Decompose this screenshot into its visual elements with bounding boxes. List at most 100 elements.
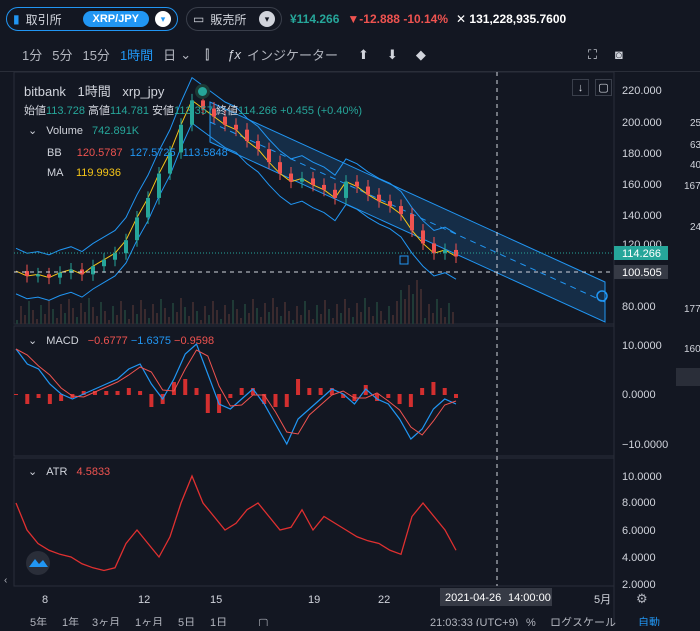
chart-area[interactable]: 220.000 200.000 180.000 160.000 140.000 … <box>0 71 700 629</box>
interval-day[interactable]: 日 <box>163 48 177 63</box>
candle-body <box>157 173 161 198</box>
volume-bar <box>48 300 50 324</box>
macd-axis[interactable]: 10.0000 0.0000 −10.0000 <box>622 340 668 451</box>
range-5y[interactable]: 5年 <box>30 615 47 629</box>
macd-histogram-bar <box>171 382 176 395</box>
function-icon[interactable]: ƒx <box>227 47 241 62</box>
volume-bar <box>272 298 274 324</box>
time-tick: 19 <box>308 594 320 606</box>
candlestick-icon[interactable]: ⫿ <box>205 46 210 62</box>
interval-1m[interactable]: 1分 <box>22 48 43 63</box>
interval-15m[interactable]: 15分 <box>82 48 110 63</box>
candle-body <box>256 141 260 150</box>
volume-bar <box>444 317 446 324</box>
ma-value: 119.9936 <box>75 167 122 179</box>
macd-legend[interactable]: ⌄ MACD −0.6777 −1.6375 −0.9598 <box>28 334 214 347</box>
fullscreen-icon[interactable]: ⛶ <box>587 46 597 62</box>
ohlc-change: +0.455 (+0.40%) <box>280 105 363 117</box>
price-axis[interactable]: 220.000 200.000 180.000 160.000 140.000 … <box>622 85 662 313</box>
camera-icon[interactable]: ◙ <box>614 47 623 62</box>
channel-handle-mid[interactable] <box>399 255 409 265</box>
upload-icon[interactable]: ⬆ <box>358 46 369 62</box>
volume-bar <box>40 305 42 324</box>
volume-bar <box>344 299 346 324</box>
bb-value-2: 127.5725 <box>129 147 176 159</box>
low-label: 安値 <box>152 105 175 117</box>
log-scale-toggle[interactable]: ログスケール <box>550 615 616 629</box>
volume-bar <box>232 300 234 324</box>
collapse-left-icon[interactable]: ‹ <box>4 575 7 586</box>
candle-body <box>278 162 282 174</box>
vendor-selector[interactable]: ▭ 販売所 ▾ <box>186 7 282 31</box>
atr-label: ATR <box>46 466 68 478</box>
open-label: 始値 <box>24 105 46 117</box>
time-tick: 22 <box>378 594 390 606</box>
crosshair-price-tag <box>614 265 668 279</box>
macd-histogram-bar <box>375 394 380 401</box>
macd-pane[interactable] <box>13 325 615 457</box>
volume-bar <box>340 313 342 324</box>
chart-svg[interactable]: 220.000 200.000 180.000 160.000 140.000 … <box>0 71 700 629</box>
chevron-down-icon[interactable]: ⌄ <box>28 335 38 347</box>
indicators-button[interactable]: インジケーター <box>247 48 339 63</box>
macd-histogram-bar <box>318 388 323 395</box>
atr-legend[interactable]: ⌄ ATR 4.5833 <box>28 465 110 478</box>
candle-body <box>179 124 183 153</box>
volume-bar <box>204 306 206 324</box>
eraser-icon[interactable]: ◆ <box>415 46 426 62</box>
calendar-icon[interactable]: ▢ <box>258 617 268 629</box>
range-1m[interactable]: 1ヶ月 <box>135 617 163 629</box>
range-1d[interactable]: 1日 <box>210 617 227 629</box>
price-pane[interactable] <box>13 71 615 325</box>
candle-body <box>366 186 370 195</box>
macd-tick: 0.0000 <box>622 389 656 401</box>
candle-body <box>91 266 95 275</box>
range-1y[interactable]: 1年 <box>62 615 79 629</box>
range-3m[interactable]: 3ヶ月 <box>92 617 120 629</box>
exchange-selector[interactable]: ▮ 取引所 XRP/JPY ▾ <box>6 7 178 31</box>
range-5d[interactable]: 5日 <box>178 617 195 629</box>
candle-body <box>168 152 172 174</box>
volume-bar <box>88 298 90 324</box>
volume-bar <box>64 313 66 324</box>
candle-body <box>135 217 139 241</box>
volume-bar <box>16 320 18 324</box>
gear-icon[interactable]: ⚙ <box>636 591 648 606</box>
channel-handle[interactable] <box>596 290 608 302</box>
volume-bar <box>320 314 322 324</box>
ma-legend[interactable]: MA 119.9936 <box>47 167 121 179</box>
edge-value: 25 <box>690 118 700 129</box>
chevron-down-icon[interactable]: ⌄ <box>28 466 38 478</box>
chevron-down-icon[interactable]: ⌄ <box>28 125 38 137</box>
atr-tick: 10.0000 <box>622 471 662 483</box>
auto-scale-toggle[interactable]: 自動 <box>638 615 660 629</box>
candle-body <box>223 116 227 125</box>
candle-body <box>47 274 51 278</box>
time-axis[interactable]: 8 12 15 19 22 5月 <box>42 594 611 606</box>
volume-legend[interactable]: ⌄ Volume 742.891K <box>28 124 139 137</box>
interval-1h[interactable]: 1時間 <box>119 48 154 63</box>
atr-axis[interactable]: 10.0000 8.0000 6.0000 4.0000 2.0000 <box>622 471 662 591</box>
current-price-tag <box>614 246 668 260</box>
current-price-tag-text: 114.266 <box>622 248 661 260</box>
arrow-down-icon[interactable]: ↓ <box>572 79 589 96</box>
volume-bar <box>104 311 106 324</box>
atr-value: 4.5833 <box>76 466 111 478</box>
bb-legend[interactable]: BB 120.5787 127.5725 113.5848 <box>47 147 228 159</box>
volume-bar <box>292 320 294 324</box>
interval-5m[interactable]: 5分 <box>52 48 73 63</box>
edge-value: 177 <box>684 304 700 315</box>
atr-plot <box>15 474 457 572</box>
volume-bar <box>356 303 358 324</box>
atr-pane[interactable] <box>13 457 615 587</box>
download-icon[interactable]: ⬇ <box>386 46 398 62</box>
maximize-pane-icon[interactable]: ▢ <box>595 79 612 96</box>
regression-channel[interactable] <box>209 101 606 323</box>
chevron-down-icon[interactable]: ⌄ <box>180 46 192 62</box>
macd-histogram-bar <box>25 394 30 404</box>
price-candles <box>25 93 458 285</box>
percent-toggle[interactable]: % <box>526 617 536 629</box>
volume-bar <box>108 320 110 324</box>
ma-label: MA <box>47 167 63 179</box>
volume-bar <box>144 309 146 324</box>
